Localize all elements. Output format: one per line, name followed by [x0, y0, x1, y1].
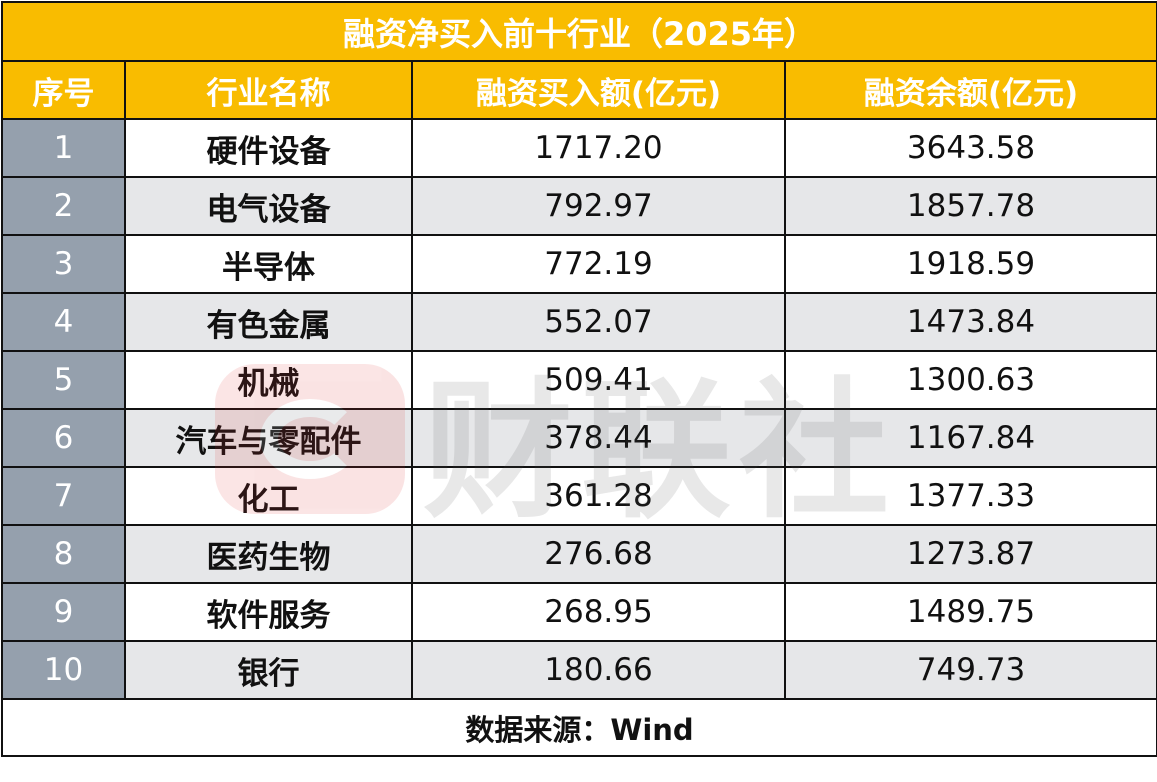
footer-row: 数据来源：Wind [0, 698, 1157, 757]
row-index: 1 [1, 118, 126, 178]
table-row: 9 软件服务 268.95 1489.75 [1, 582, 1157, 642]
table-row: 8 医药生物 276.68 1273.87 [1, 524, 1157, 584]
table-row: 1 硬件设备 1717.20 3643.58 [1, 118, 1157, 178]
buy-amount: 772.19 [411, 234, 786, 294]
balance: 1273.87 [783, 524, 1157, 584]
buy-amount: 509.41 [411, 350, 786, 410]
industry-name: 医药生物 [124, 524, 413, 584]
row-index: 4 [1, 292, 126, 352]
buy-amount: 276.68 [411, 524, 786, 584]
buy-amount: 378.44 [411, 408, 786, 468]
industry-name: 半导体 [124, 234, 413, 294]
industry-name: 化工 [124, 466, 413, 526]
industry-name: 机械 [124, 350, 413, 410]
balance: 1857.78 [783, 176, 1157, 236]
row-index: 10 [1, 640, 126, 700]
header-balance: 融资余额(亿元) [783, 60, 1157, 120]
table-row: 7 化工 361.28 1377.33 [1, 466, 1157, 526]
header-index: 序号 [1, 60, 126, 120]
row-index: 5 [1, 350, 126, 410]
industry-name: 软件服务 [124, 582, 413, 642]
table-row: 3 半导体 772.19 1918.59 [1, 234, 1157, 294]
header-row: 序号 行业名称 融资买入额(亿元) 融资余额(亿元) [1, 60, 1157, 120]
buy-amount: 792.97 [411, 176, 786, 236]
buy-amount: 180.66 [411, 640, 786, 700]
row-index: 3 [1, 234, 126, 294]
row-index: 6 [1, 408, 126, 468]
table-row: 5 机械 509.41 1300.63 [1, 350, 1157, 410]
header-buy-amount: 融资买入额(亿元) [411, 60, 786, 120]
buy-amount: 268.95 [411, 582, 786, 642]
header-industry: 行业名称 [124, 60, 413, 120]
balance: 1167.84 [783, 408, 1157, 468]
industry-name: 有色金属 [124, 292, 413, 352]
industry-name: 汽车与零配件 [124, 408, 413, 468]
row-index: 2 [1, 176, 126, 236]
industry-name: 硬件设备 [124, 118, 413, 178]
balance: 1489.75 [783, 582, 1157, 642]
balance: 3643.58 [783, 118, 1157, 178]
table-row: 10 银行 180.66 749.73 [1, 640, 1157, 700]
balance: 1918.59 [783, 234, 1157, 294]
buy-amount: 1717.20 [411, 118, 786, 178]
buy-amount: 361.28 [411, 466, 786, 526]
balance: 749.73 [783, 640, 1157, 700]
table-row: 2 电气设备 792.97 1857.78 [1, 176, 1157, 236]
table-row: 6 汽车与零配件 378.44 1167.84 [1, 408, 1157, 468]
data-source: 数据来源：Wind [0, 698, 1157, 757]
row-index: 8 [1, 524, 126, 584]
table-row: 4 有色金属 552.07 1473.84 [1, 292, 1157, 352]
row-index: 7 [1, 466, 126, 526]
row-index: 9 [1, 582, 126, 642]
balance: 1377.33 [783, 466, 1157, 526]
buy-amount: 552.07 [411, 292, 786, 352]
title-row: 融资净买入前十行业（2025年） [0, 1, 1157, 62]
industry-name: 银行 [124, 640, 413, 700]
balance: 1300.63 [783, 350, 1157, 410]
table-title: 融资净买入前十行业（2025年） [0, 1, 1157, 62]
financing-table: 融资净买入前十行业（2025年） 序号 行业名称 融资买入额(亿元) 融资余额(… [0, 1, 1157, 757]
industry-name: 电气设备 [124, 176, 413, 236]
balance: 1473.84 [783, 292, 1157, 352]
